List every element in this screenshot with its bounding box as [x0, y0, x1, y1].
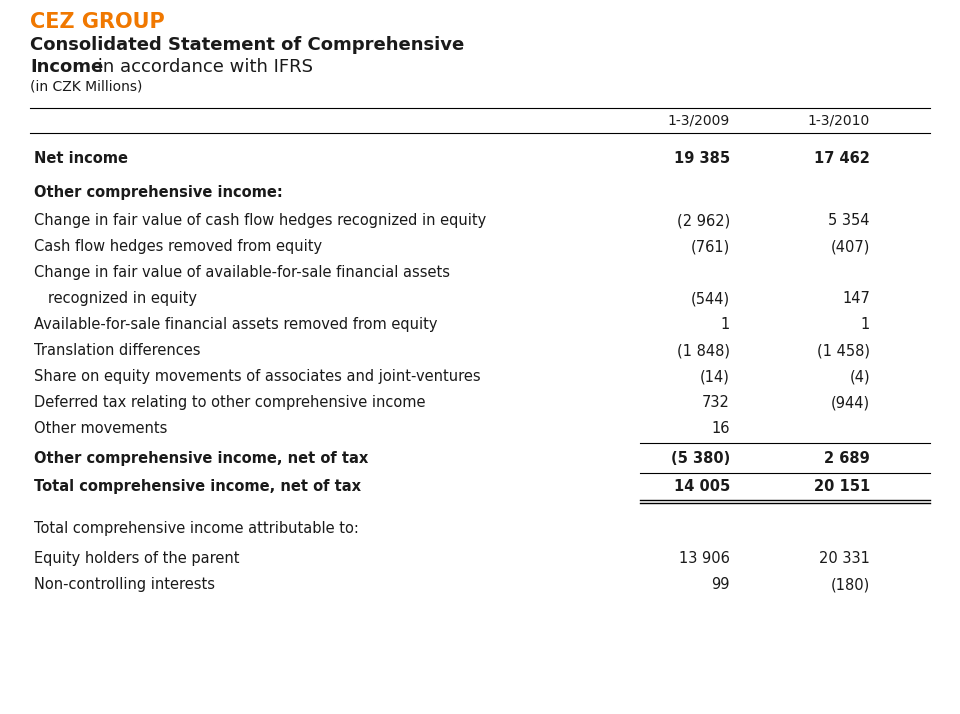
- Text: 1-3/2009: 1-3/2009: [668, 113, 730, 127]
- Text: 13 906: 13 906: [679, 551, 730, 566]
- Text: Total comprehensive income, net of tax: Total comprehensive income, net of tax: [34, 479, 361, 494]
- Text: Cash flow hedges removed from equity: Cash flow hedges removed from equity: [34, 239, 323, 254]
- Text: Total comprehensive income attributable to:: Total comprehensive income attributable …: [34, 521, 359, 536]
- Text: Consolidated Statement of Comprehensive: Consolidated Statement of Comprehensive: [30, 36, 465, 54]
- Text: (2 962): (2 962): [677, 213, 730, 228]
- Text: Income: Income: [30, 58, 104, 76]
- Text: 1: 1: [861, 317, 870, 332]
- Text: (180): (180): [830, 577, 870, 592]
- Text: 2 689: 2 689: [825, 451, 870, 466]
- Text: CEZ GROUP: CEZ GROUP: [30, 12, 165, 32]
- Text: Net income: Net income: [34, 151, 128, 166]
- Text: 1-3/2010: 1-3/2010: [807, 113, 870, 127]
- Text: Other comprehensive income, net of tax: Other comprehensive income, net of tax: [34, 451, 369, 466]
- Text: (5 380): (5 380): [671, 451, 730, 466]
- Text: Available-for-sale financial assets removed from equity: Available-for-sale financial assets remo…: [34, 317, 438, 332]
- Text: Equity holders of the parent: Equity holders of the parent: [34, 551, 239, 566]
- Text: (1 848): (1 848): [677, 343, 730, 358]
- Text: 20 331: 20 331: [819, 551, 870, 566]
- Text: Other movements: Other movements: [34, 421, 167, 436]
- Text: (14): (14): [700, 369, 730, 384]
- Text: Translation differences: Translation differences: [34, 343, 201, 358]
- Text: 99: 99: [711, 577, 730, 592]
- Text: 732: 732: [702, 395, 730, 410]
- Text: 17 462: 17 462: [814, 151, 870, 166]
- Text: Change in fair value of cash flow hedges recognized in equity: Change in fair value of cash flow hedges…: [34, 213, 487, 228]
- Text: Change in fair value of available-for-sale financial assets: Change in fair value of available-for-sa…: [34, 265, 450, 280]
- Text: in accordance with IFRS: in accordance with IFRS: [92, 58, 313, 76]
- Text: (1 458): (1 458): [817, 343, 870, 358]
- Text: Other comprehensive income:: Other comprehensive income:: [34, 185, 283, 200]
- Text: (944): (944): [830, 395, 870, 410]
- Text: Deferred tax relating to other comprehensive income: Deferred tax relating to other comprehen…: [34, 395, 425, 410]
- Text: 14 005: 14 005: [674, 479, 730, 494]
- Text: 16: 16: [711, 421, 730, 436]
- Text: (761): (761): [691, 239, 730, 254]
- Text: 1: 1: [721, 317, 730, 332]
- Text: (544): (544): [691, 291, 730, 306]
- Text: Share on equity movements of associates and joint-ventures: Share on equity movements of associates …: [34, 369, 481, 384]
- Text: recognized in equity: recognized in equity: [34, 291, 197, 306]
- Text: 20 151: 20 151: [814, 479, 870, 494]
- Text: (in CZK Millions): (in CZK Millions): [30, 80, 142, 94]
- Text: (407): (407): [830, 239, 870, 254]
- Text: 147: 147: [842, 291, 870, 306]
- Text: 5 354: 5 354: [828, 213, 870, 228]
- Text: 19 385: 19 385: [674, 151, 730, 166]
- Text: Non-controlling interests: Non-controlling interests: [34, 577, 215, 592]
- Text: (4): (4): [850, 369, 870, 384]
